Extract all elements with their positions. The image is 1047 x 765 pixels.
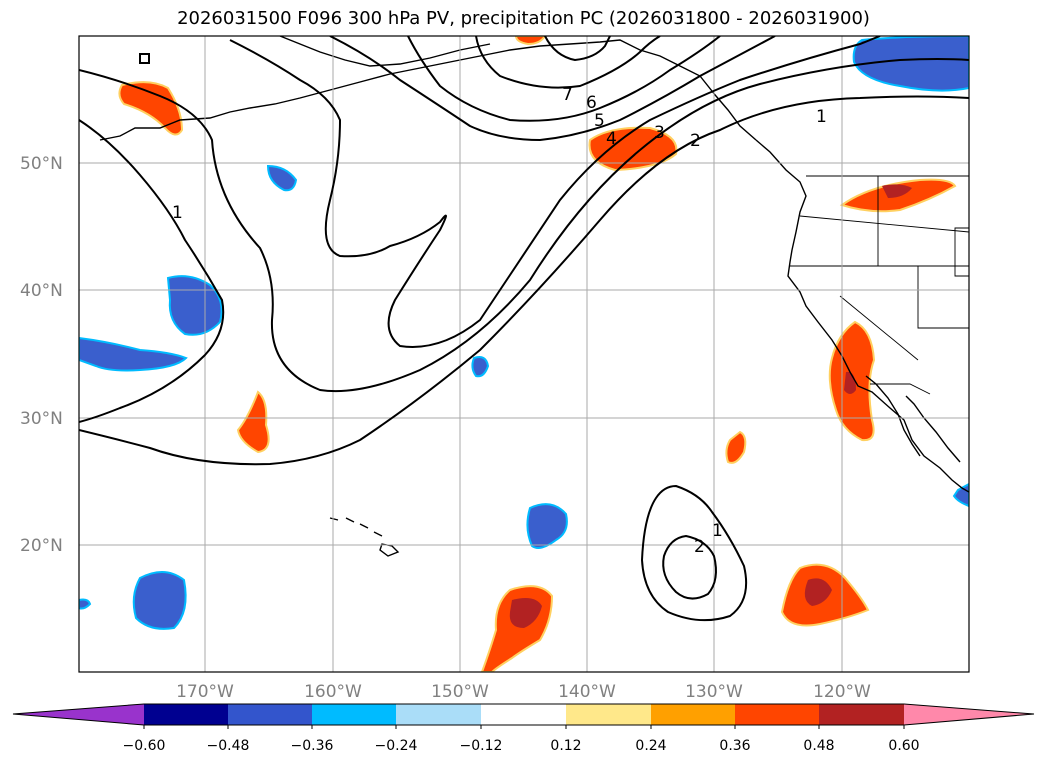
colorbar-seg-6 [566,704,651,725]
contour-label: 5 [594,111,605,131]
contour-label: 1 [712,521,723,541]
contour-label: 6 [586,93,597,113]
contour-labels: 1 1 1 2 4 5 6 7 2 3 [172,85,827,557]
pv-contour-4 [329,36,776,142]
coastline-layer [99,36,969,557]
precip-negative-blob [132,571,187,630]
contour-label: 4 [606,129,617,149]
lat-axis-labels: 20°N 30°N 40°N 50°N [20,154,63,556]
pv-contour-3 [229,36,881,348]
precip-positive-blob [236,390,270,454]
border-us-mexico [870,383,931,395]
lon-label-140w: 140°W [558,682,616,702]
border-state [954,227,969,277]
lat-label-50n: 50°N [20,154,63,174]
precip-negative-blob [166,275,223,336]
pv-contour-2 [79,58,969,393]
precip-negative-blob [526,503,568,549]
precip-negative-blob [79,336,188,372]
precip-negative-blob [266,164,298,192]
contour-label: 2 [690,131,701,151]
plot-frame [78,35,970,673]
coastline-alaska-north [279,36,491,67]
colorbar-seg-7 [651,704,735,725]
precip-positive-blob [725,430,747,464]
colorbar-tick-label: 0.60 [888,738,919,754]
precip-negative-blob [471,356,490,378]
contour-label: 7 [562,85,573,105]
coastline-alaska [99,39,757,141]
precip-positive-blob [118,81,184,136]
colorbar-seg-4 [396,704,481,725]
lat-label-30n: 30°N [20,409,63,429]
pv-contour-1-loop [640,484,748,622]
border-state [799,215,969,233]
colorbar-seg-0 [13,704,144,725]
colorbar-seg-5 [481,704,566,725]
colorbar: −0.60 −0.48 −0.36 −0.24 −0.12 0.12 0.24 … [12,703,1035,754]
contour-label: 1 [172,203,183,223]
lat-label-40n: 40°N [20,281,63,301]
lon-label-150w: 150°W [431,682,489,702]
coastline-west-coast [755,139,969,493]
pv-contour-layer [79,36,969,622]
map-title: 2026031500 F096 300 hPa PV, precipitatio… [177,8,870,29]
lon-label-120w: 120°W [813,682,871,702]
precip-negative-blob [79,598,92,610]
colorbar-tick-label: −0.48 [207,738,250,754]
colorbar-seg-10 [904,704,1034,725]
precip-core [804,578,832,606]
lon-axis-labels: 170°W 160°W 150°W 140°W 130°W 120°W [176,682,871,702]
border-state [839,295,919,361]
pv-contour-7 [544,36,611,62]
pv-contour-small [139,53,150,64]
colorbar-tick-label: −0.12 [460,738,503,754]
island-hawaii [329,517,400,557]
border-state [917,266,969,329]
colorbar-seg-2 [228,704,312,725]
colorbar-tick-label: 0.48 [803,738,834,754]
border-layer [790,175,969,395]
lon-label-170w: 170°W [176,682,234,702]
precipitation-layer [79,36,969,672]
precip-positive-blob [514,36,547,46]
colorbar-tick-label: 0.36 [719,738,750,754]
pv-contour-1-outer [79,95,969,466]
pv-contour-1-west [79,119,225,423]
colorbar-seg-1 [144,704,228,725]
precip-negative-blob [852,36,969,92]
precip-core [509,598,542,628]
colorbar-tick-label: 0.24 [635,738,666,754]
colorbar-tick-label: −0.24 [375,738,418,754]
pv-contour-2-loop [662,534,717,600]
colorbar-tick-label: −0.36 [291,738,334,754]
grid-layer [79,36,969,672]
colorbar-seg-3 [312,704,396,725]
colorbar-seg-9 [819,704,904,725]
contour-label: 2 [694,537,705,557]
contour-label: 3 [654,123,665,143]
colorbar-seg-8 [735,704,819,725]
precip-core [882,184,912,198]
coastline-baja [865,375,921,457]
colorbar-tick-label: −0.60 [123,738,166,754]
lon-label-160w: 160°W [304,682,362,702]
colorbar-tick-label: 0.12 [550,738,581,754]
contour-label: 1 [816,107,827,127]
pv-contour-6 [475,36,661,89]
pv-contour-5 [407,36,721,122]
lon-label-130w: 130°W [685,682,743,702]
coastline-gulf-california [905,395,961,463]
lat-label-20n: 20°N [20,536,63,556]
